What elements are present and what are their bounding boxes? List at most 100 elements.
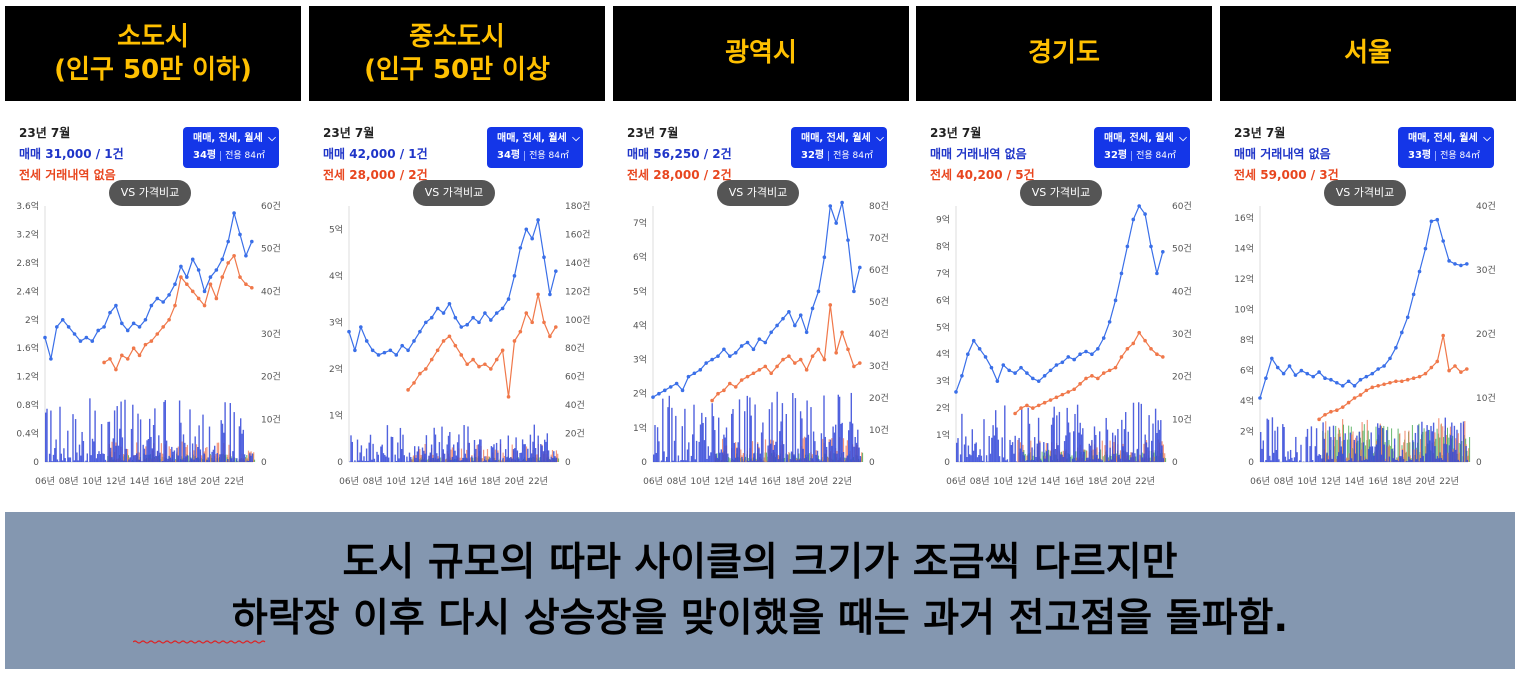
trade-type-filter-button[interactable]: 매매, 전세, 월세 ⌵ 34평 전용 84㎡ xyxy=(487,127,583,168)
sale-price-point xyxy=(542,255,546,259)
jeonse-volume-bar xyxy=(160,443,162,462)
vs-compare-button[interactable]: VS 가격비교 xyxy=(717,180,799,206)
rent-volume-bar xyxy=(1387,426,1389,462)
jeonse-volume-bar xyxy=(1390,461,1392,462)
trade-type-filter-button[interactable]: 매매, 전세, 월세 ⌵ 33평 전용 84㎡ xyxy=(1398,127,1494,168)
y-left-tick-label: 2.4억 xyxy=(16,285,39,297)
jeonse-volume-bar xyxy=(411,459,413,462)
sale-volume-bar xyxy=(796,460,798,462)
sale-price-point xyxy=(793,323,797,328)
jeonse-price-point xyxy=(1161,355,1165,359)
x-tick-label: 18년 xyxy=(177,476,197,487)
sale-volume-bar xyxy=(82,440,85,462)
x-tick-label: 06년 xyxy=(35,476,55,487)
sale-volume-bar xyxy=(814,441,816,462)
sale-price-point xyxy=(125,328,130,333)
sale-volume-bar xyxy=(1434,446,1436,462)
sale-volume-bar xyxy=(699,424,702,462)
sale-volume-bar xyxy=(1013,453,1015,462)
sale-volume-bar xyxy=(1309,446,1311,462)
sale-volume-bar xyxy=(116,406,118,462)
rent-volume-bar xyxy=(798,453,800,462)
y-left-tick-label: 4억 xyxy=(329,270,343,282)
sale-volume-bar xyxy=(529,434,532,462)
sale-volume-bar xyxy=(1157,420,1159,462)
vs-compare-button[interactable]: VS 가격비교 xyxy=(413,180,495,206)
jeonse-volume-bar xyxy=(1361,422,1363,462)
sale-volume-bar xyxy=(1331,458,1333,462)
sale-volume-bar xyxy=(397,442,399,462)
jeonse-price-point xyxy=(733,385,738,389)
jeonse-price-point xyxy=(1435,359,1440,364)
chevron-down-icon: ⌵ xyxy=(264,133,276,144)
sale-volume-bar xyxy=(767,445,769,462)
sale-volume-bar xyxy=(1400,456,1402,462)
sale-volume-bar xyxy=(415,457,417,462)
sale-price-point xyxy=(173,282,177,287)
jeonse-volume-bar xyxy=(175,460,177,462)
sale-volume-bar xyxy=(164,400,166,462)
sale-volume-bar xyxy=(545,441,547,462)
rent-volume-bar xyxy=(1327,430,1329,462)
sale-volume-bar xyxy=(1145,442,1148,462)
sale-volume-bar xyxy=(48,453,51,462)
sale-volume-bar xyxy=(980,455,983,462)
sale-volume-bar xyxy=(1134,453,1136,462)
sale-price-point xyxy=(143,317,148,322)
sale-price-point xyxy=(1143,212,1147,216)
jeonse-price-point xyxy=(1113,365,1118,370)
sale-volume-bar xyxy=(1356,435,1358,462)
jeonse-price-point xyxy=(710,398,714,403)
sale-volume-bar xyxy=(1127,431,1129,462)
jeonse-volume-bar xyxy=(1387,446,1389,462)
sale-volume-bar xyxy=(45,412,47,462)
sale-volume-bar xyxy=(149,418,151,462)
trade-type-filter-button[interactable]: 매매, 전세, 월세 ⌵ 32평 전용 84㎡ xyxy=(1094,127,1190,168)
jeonse-volume-bar xyxy=(1459,452,1461,462)
jeonse-price-point xyxy=(120,353,124,358)
sale-volume-bar xyxy=(718,417,720,462)
region-header-line: (인구 50만 이상 xyxy=(364,54,550,85)
sale-price-point xyxy=(1388,356,1392,361)
jeonse-volume-bar xyxy=(502,452,504,462)
sale-volume-bar xyxy=(173,450,176,462)
vs-compare-button[interactable]: VS 가격비교 xyxy=(1324,180,1406,206)
jeonse-price-point xyxy=(447,334,452,339)
sale-volume-bar xyxy=(1276,426,1279,462)
filter-row: 34평 전용 84㎡ xyxy=(497,147,583,165)
jeonse-volume-bar xyxy=(844,459,846,462)
sale-volume-bar xyxy=(1267,419,1270,462)
sale-volume-bar xyxy=(100,424,103,462)
rent-volume-bar xyxy=(558,458,560,462)
rent-volume-bar xyxy=(1071,455,1073,462)
jeonse-volume-bar xyxy=(1325,421,1327,462)
sale-volume-bar xyxy=(1132,402,1135,462)
rent-volume-bar xyxy=(1102,456,1104,462)
sale-volume-bar xyxy=(408,452,411,462)
trade-type-filter-button[interactable]: 매매, 전세, 월세 ⌵ 32평 전용 84㎡ xyxy=(791,127,887,168)
trade-type-filter-button[interactable]: 매매, 전세, 월세 ⌵ 34평 전용 84㎡ xyxy=(183,127,279,168)
sale-volume-bar xyxy=(81,431,83,462)
sale-volume-bar xyxy=(494,460,496,462)
jeonse-price-point xyxy=(728,381,732,386)
sale-price-point xyxy=(500,306,505,311)
sale-volume-bar xyxy=(1019,448,1022,462)
sale-volume-bar xyxy=(50,410,52,462)
sale-volume-bar xyxy=(1419,458,1422,462)
vs-compare-button[interactable]: VS 가격비교 xyxy=(1020,180,1102,206)
rent-volume-bar xyxy=(1075,451,1077,462)
sale-volume-bar xyxy=(1444,417,1446,462)
jeonse-volume-bar xyxy=(195,444,198,462)
sale-volume-bar xyxy=(533,424,535,462)
vs-compare-button[interactable]: VS 가격비교 xyxy=(109,180,191,206)
jeonse-price-point xyxy=(745,374,750,379)
sale-volume-bar xyxy=(746,395,748,462)
sale-volume-bar xyxy=(793,454,795,462)
sale-price-point xyxy=(722,347,726,352)
sale-volume-bar xyxy=(129,457,131,462)
y-left-tick-label: 2.8억 xyxy=(16,257,39,269)
sale-volume-bar xyxy=(1318,454,1320,462)
sale-volume-bar xyxy=(703,440,706,462)
sale-volume-bar xyxy=(1326,452,1328,462)
sale-volume-bar xyxy=(1283,427,1285,462)
